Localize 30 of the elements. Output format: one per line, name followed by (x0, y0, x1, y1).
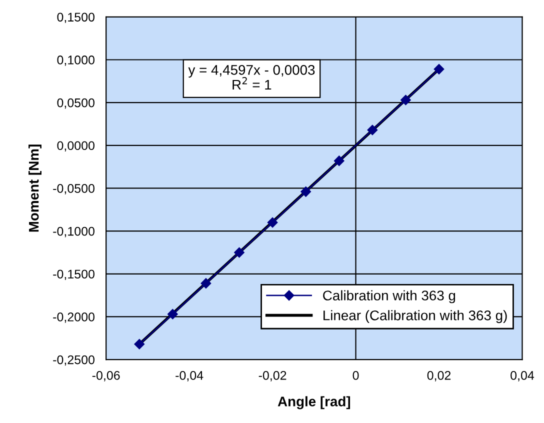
point (234, 247, 244, 258)
y-tick-label: -0,2500 (53, 355, 94, 366)
x-tick-label: 0,02 (427, 370, 451, 382)
x-tick-label: -0,04 (176, 370, 204, 382)
annotation: y = 4,4597x - 0,0003 R$^{2}$ = 1 (188, 65, 315, 90)
x-tick-label: -0,06 (92, 370, 120, 382)
y-tick-label: -0,0500 (53, 184, 94, 194)
point (434, 64, 444, 74)
point (334, 156, 344, 166)
point (168, 309, 178, 320)
y-tick-label: 0,0000 (57, 141, 94, 152)
y-tick-label: 0,1000 (57, 56, 94, 66)
x-axis-title: Angle [rad] (278, 396, 350, 410)
point (400, 94, 411, 106)
x-tick-label: -0,02 (258, 370, 286, 382)
legend-label: Calibration with 363 g (323, 290, 456, 304)
point (367, 124, 378, 136)
point (300, 186, 311, 197)
y-tick-label: -0,1500 (53, 270, 94, 280)
x-tick-label: 0,04 (510, 370, 534, 382)
point (267, 217, 278, 228)
y-tick-label: 0,0500 (57, 98, 94, 109)
y-tick-label: 0,1500 (57, 12, 94, 24)
y-tick-label: -0,1000 (53, 226, 94, 238)
y-tick-label: -0,2000 (53, 312, 94, 323)
point (200, 278, 212, 288)
x-tick-label: 0 (352, 370, 359, 380)
point (134, 339, 144, 350)
legend-label: Linear (Calibration with 363 g) (324, 310, 507, 324)
y-axis-title: Moment [Nm] (28, 144, 42, 232)
